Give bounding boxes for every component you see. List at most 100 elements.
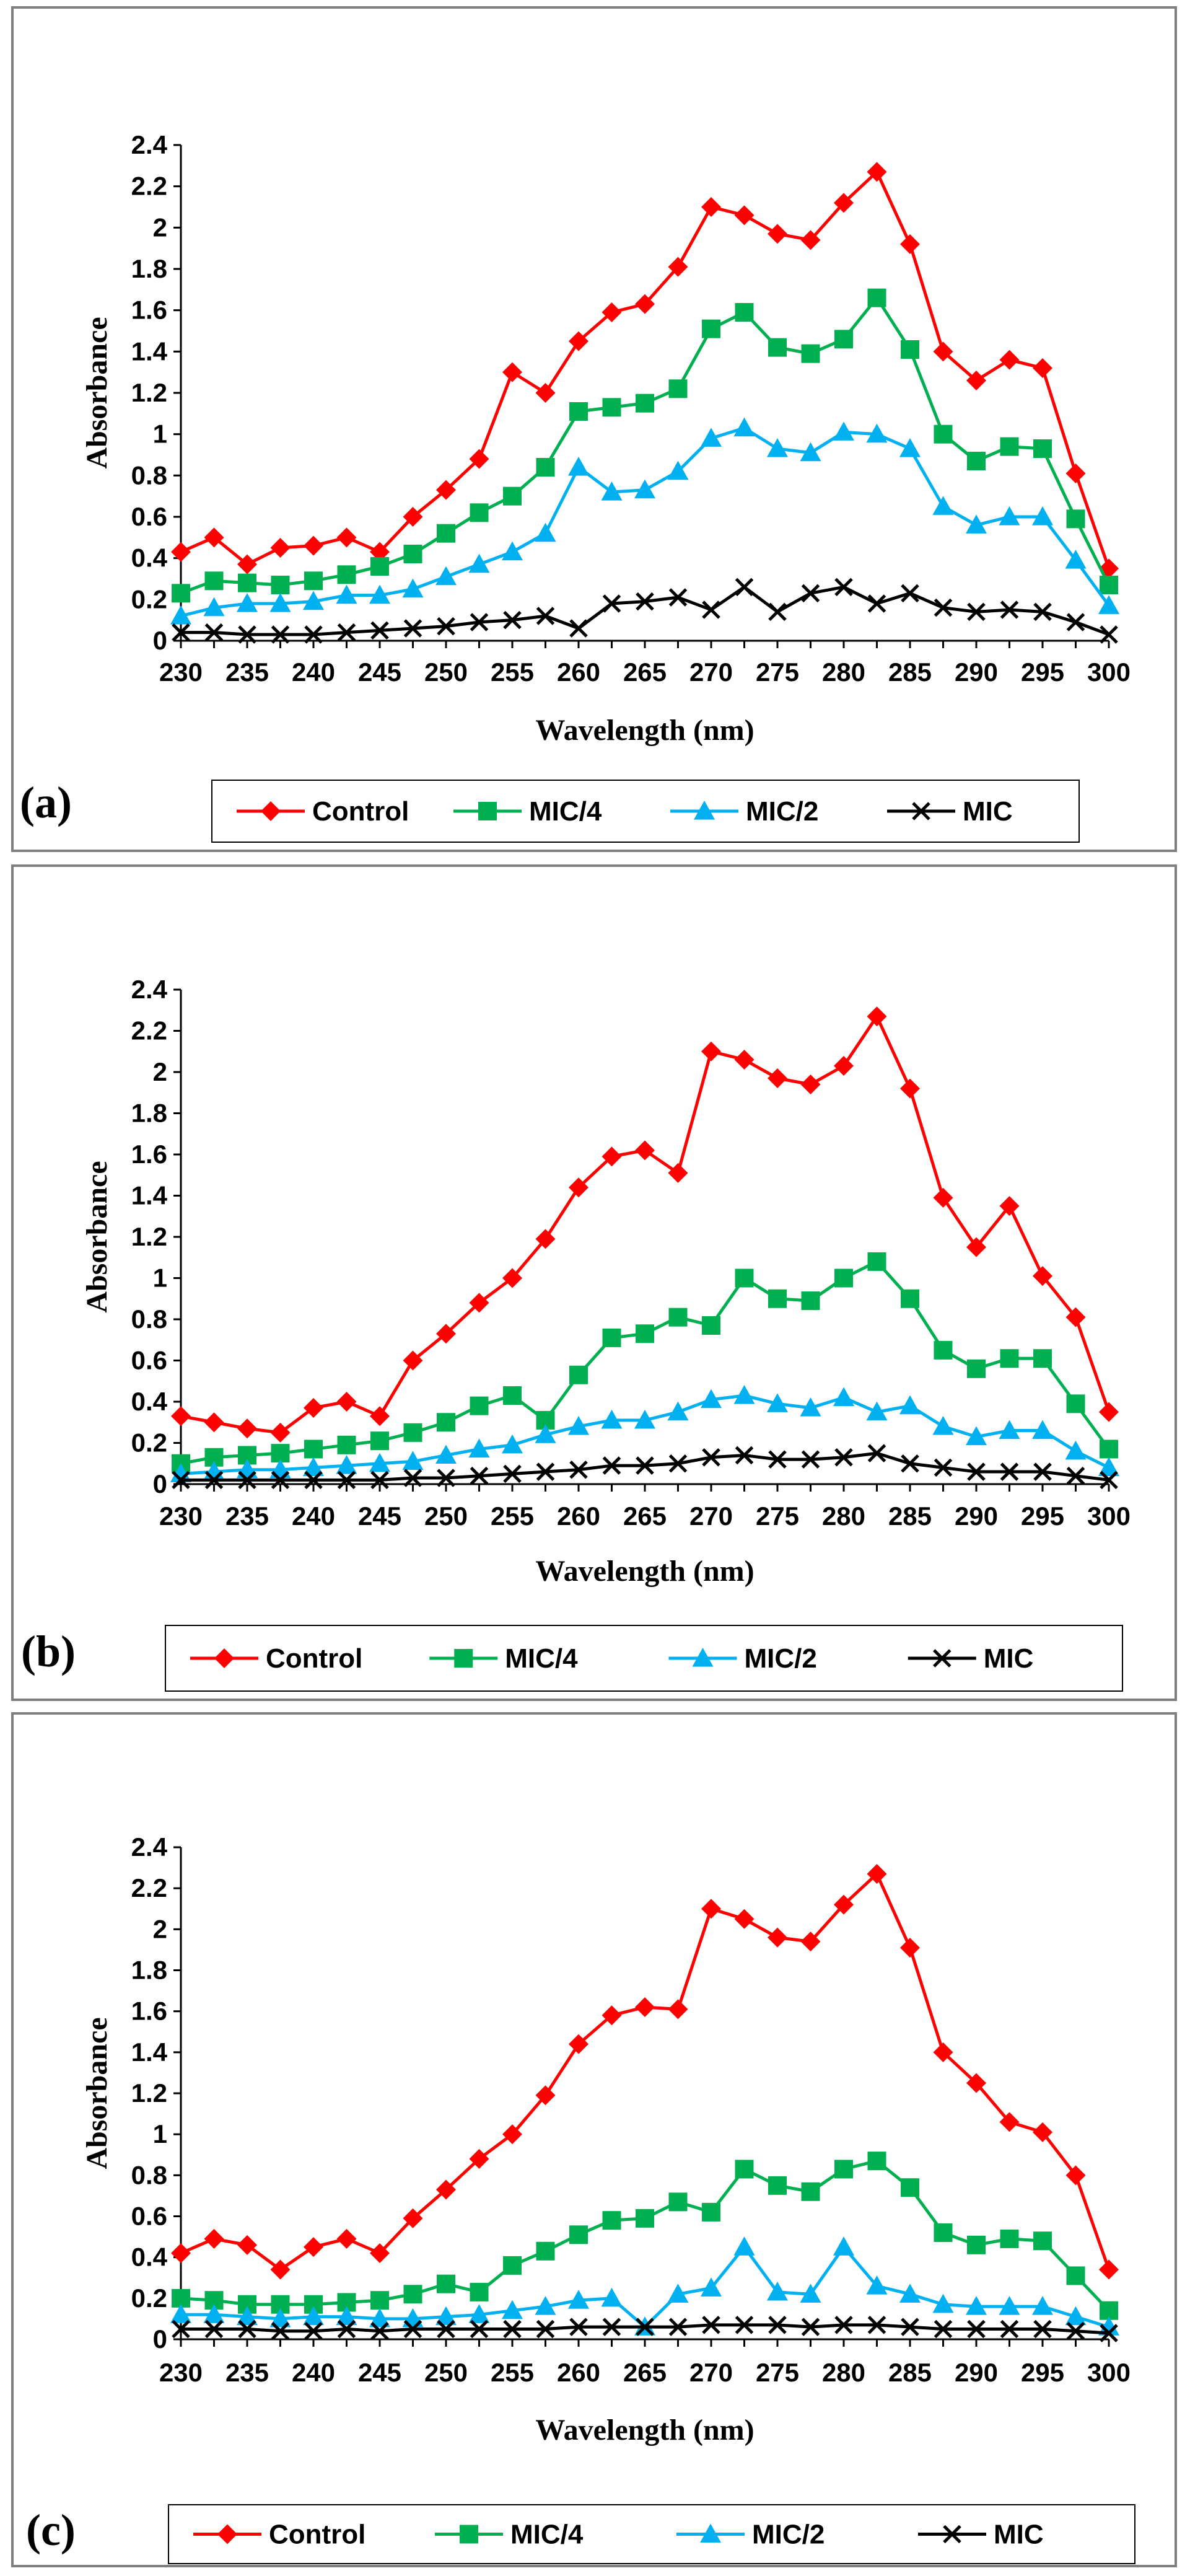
data-point-mic-2 <box>932 2293 954 2313</box>
x-tick-label: 230 <box>159 1501 203 1531</box>
data-point-mic <box>735 578 754 597</box>
data-point-mic-4 <box>636 2209 654 2228</box>
legend-marker-control <box>261 801 281 821</box>
data-point-mic <box>172 1470 190 1490</box>
data-point-mic-4 <box>403 545 422 563</box>
data-point-mic <box>867 2316 886 2334</box>
data-point-control <box>999 2112 1020 2132</box>
data-point-control <box>403 2208 423 2228</box>
y-tick-label: 2.2 <box>131 1873 167 1902</box>
data-point-control <box>204 2228 224 2249</box>
data-point-mic <box>1000 1462 1019 1481</box>
x-tick-label: 260 <box>557 2358 600 2387</box>
data-point-control <box>270 538 291 558</box>
data-point-mic <box>437 1469 455 1487</box>
data-point-mic-4 <box>735 2160 754 2179</box>
data-point-mic <box>304 1470 323 1490</box>
data-point-mic-4 <box>834 330 853 349</box>
data-point-mic <box>801 1450 820 1469</box>
data-point-mic-2 <box>701 1389 722 1409</box>
data-point-mic <box>636 592 654 611</box>
legend-marker-mic-2 <box>694 801 715 820</box>
legend-marker-mic-4 <box>460 2525 478 2544</box>
data-point-control <box>800 230 821 250</box>
data-point-control <box>469 2148 489 2169</box>
y-tick-label: 2 <box>153 213 167 242</box>
legend-label-mic: MIC <box>984 1643 1034 1674</box>
data-point-mic-4 <box>636 393 654 413</box>
data-point-mic <box>370 621 389 640</box>
data-point-mic-4 <box>801 2182 820 2201</box>
data-point-mic-4 <box>1000 2229 1019 2248</box>
data-point-mic <box>271 1470 290 1490</box>
data-point-control <box>370 542 390 562</box>
series-mic <box>172 578 1118 644</box>
data-point-mic <box>636 1456 654 1475</box>
x-tick-label: 295 <box>1021 1501 1064 1531</box>
x-tick-label: 250 <box>424 657 468 687</box>
x-tick-label: 230 <box>159 657 203 687</box>
data-point-mic-4 <box>437 1413 455 1432</box>
x-tick-label: 275 <box>756 1501 799 1531</box>
legend-label-mic-2: MIC/2 <box>745 1643 817 1674</box>
data-point-mic <box>1100 2324 1118 2342</box>
data-point-mic <box>636 2318 654 2336</box>
data-point-mic <box>238 2319 256 2339</box>
y-axis-title: Absorbance <box>81 2017 113 2169</box>
data-point-control <box>602 2005 622 2026</box>
data-point-mic-2 <box>800 2284 821 2303</box>
y-tick-label: 1.8 <box>131 1956 167 1985</box>
x-tick-label: 250 <box>424 1501 468 1531</box>
data-point-mic-2 <box>701 2277 722 2297</box>
data-point-mic-4 <box>867 2152 886 2171</box>
y-tick-label: 0.2 <box>131 584 167 613</box>
y-tick-label: 1.6 <box>131 1997 167 2026</box>
legend-label-control: Control <box>312 796 409 827</box>
x-axis-title: Wavelength (nm) <box>535 1555 754 1588</box>
data-point-mic <box>668 588 688 607</box>
x-tick-label: 285 <box>888 657 932 687</box>
data-point-mic-2 <box>601 481 623 501</box>
data-point-mic <box>668 2318 688 2336</box>
data-point-mic-4 <box>337 1435 356 1454</box>
y-axis-title: Absorbance <box>81 317 113 468</box>
y-tick-label: 0.8 <box>131 460 167 490</box>
y-tick-label: 0.4 <box>131 1387 168 1416</box>
data-point-mic-4 <box>437 524 455 543</box>
data-point-mic-2 <box>502 541 523 561</box>
data-point-mic-2 <box>667 2284 689 2303</box>
data-point-mic-4 <box>304 1440 323 1459</box>
y-tick-label: 0.8 <box>131 2160 167 2189</box>
x-tick-label: 285 <box>888 2358 932 2387</box>
data-point-control <box>800 1932 821 1952</box>
data-point-mic-2 <box>502 1434 523 1454</box>
x-tick-label: 260 <box>557 1501 600 1531</box>
data-point-mic <box>834 2316 853 2334</box>
data-point-mic-4 <box>934 2223 953 2242</box>
data-point-mic-2 <box>999 1420 1020 1440</box>
data-point-mic-2 <box>435 2306 457 2326</box>
data-point-control <box>403 507 423 527</box>
data-point-mic-2 <box>767 1393 788 1412</box>
data-point-control <box>701 197 721 217</box>
data-point-mic-2 <box>1032 1420 1053 1440</box>
data-point-mic <box>602 2318 621 2336</box>
data-point-control <box>270 1422 291 1443</box>
data-point-control <box>370 1406 390 1426</box>
data-point-mic <box>172 623 190 642</box>
data-point-mic-2 <box>369 1453 390 1472</box>
legend-marker-control <box>214 1648 234 1668</box>
y-tick-label: 2.4 <box>131 130 168 159</box>
data-point-mic <box>204 623 224 642</box>
data-point-mic-2 <box>733 2236 755 2256</box>
data-point-mic-4 <box>503 486 522 506</box>
data-point-mic <box>1000 2319 1019 2339</box>
x-tick-label: 265 <box>623 2358 667 2387</box>
data-point-mic-4 <box>204 571 224 591</box>
data-point-mic <box>337 623 356 642</box>
data-point-mic-2 <box>999 506 1020 525</box>
data-point-mic-4 <box>1000 1349 1019 1368</box>
data-point-mic <box>470 613 489 631</box>
data-point-mic-4 <box>967 452 986 470</box>
data-point-mic-2 <box>402 578 424 598</box>
